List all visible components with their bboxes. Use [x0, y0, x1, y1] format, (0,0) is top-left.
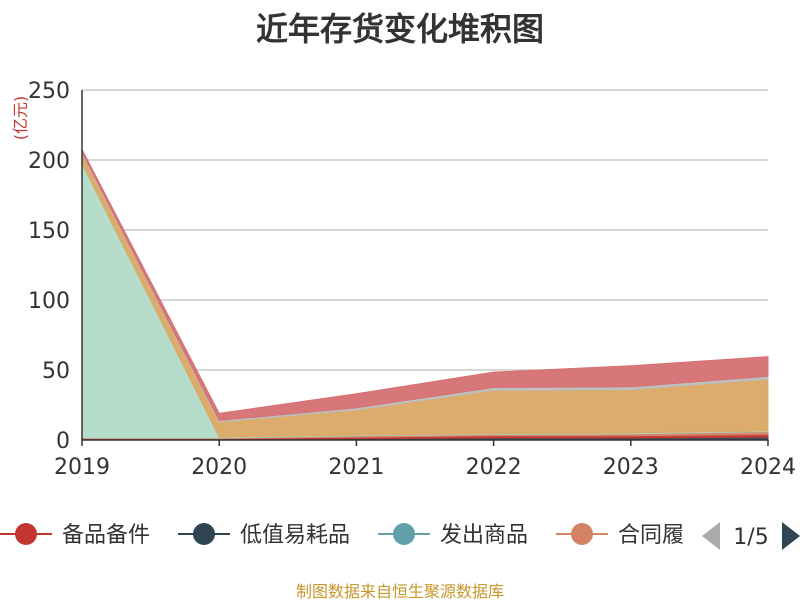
legend-page-indicator: 1/5: [733, 525, 768, 550]
area-series: [81, 149, 769, 441]
legend-marker-icon: [571, 523, 593, 545]
legend-marker-icon: [15, 523, 37, 545]
legend-prev-icon[interactable]: [702, 522, 720, 550]
y-tick-label: 150: [28, 219, 70, 244]
legend-item[interactable]: 低值易耗品: [178, 523, 350, 548]
x-tick-label: 2022: [466, 455, 522, 480]
area-series-7: [81, 149, 769, 421]
y-tick-label: 250: [28, 79, 70, 104]
y-tick-label: 200: [28, 149, 70, 174]
legend-item[interactable]: 发出商品: [378, 523, 528, 548]
legend-label: 发出商品: [440, 523, 528, 548]
axes: 0 50 100 150 200 250 2019 2020 2021 2022 2023 2024: [28, 79, 796, 480]
legend-marker-icon: [393, 523, 415, 545]
x-tick-label: 2024: [740, 455, 796, 480]
y-axis-unit-label: (亿元): [11, 96, 30, 141]
legend-next-icon[interactable]: [782, 522, 800, 550]
legend-label: 低值易耗品: [240, 523, 350, 548]
legend-label: 合同履: [618, 523, 684, 548]
legend: 备品备件 低值易耗品 发出商品 合同履: [0, 523, 684, 548]
chart-title: 近年存货变化堆积图: [255, 10, 544, 48]
x-tick-label: 2021: [328, 455, 384, 480]
legend-item[interactable]: 合同履: [556, 523, 684, 548]
legend-label: 备品备件: [62, 523, 150, 548]
source-note: 制图数据来自恒生聚源数据库: [295, 582, 504, 601]
y-tick-label: 100: [28, 289, 70, 314]
x-tick-label: 2019: [54, 455, 110, 480]
y-tick-label: 0: [56, 429, 70, 454]
x-tick-label: 2023: [603, 455, 659, 480]
legend-item[interactable]: 备品备件: [0, 523, 150, 548]
x-tick-label: 2020: [191, 455, 247, 480]
legend-pager: 1/5: [702, 522, 800, 550]
grid-lines: [82, 89, 768, 371]
legend-marker-icon: [193, 523, 215, 545]
y-tick-label: 50: [42, 359, 70, 384]
